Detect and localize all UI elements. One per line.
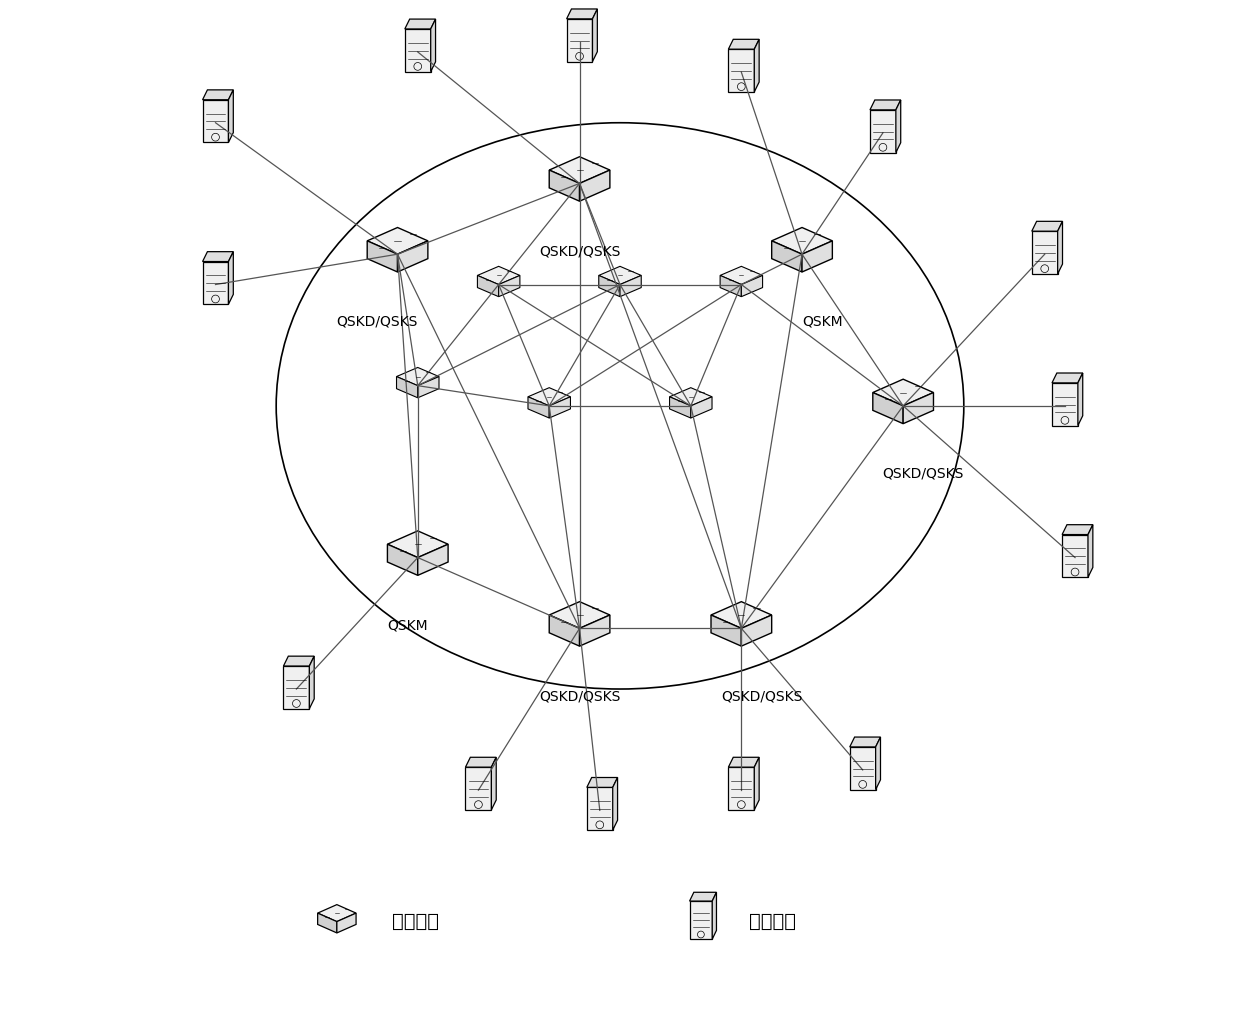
Polygon shape [549, 601, 610, 629]
Polygon shape [620, 276, 641, 297]
Text: QSKD/QSKS: QSKD/QSKS [336, 315, 418, 329]
Polygon shape [228, 251, 233, 304]
Polygon shape [1078, 373, 1083, 426]
Polygon shape [202, 90, 233, 99]
Polygon shape [1052, 373, 1083, 383]
Polygon shape [309, 656, 314, 709]
Polygon shape [387, 531, 448, 558]
Polygon shape [567, 19, 593, 62]
Polygon shape [579, 615, 610, 646]
Polygon shape [397, 376, 418, 397]
Polygon shape [728, 49, 754, 92]
Polygon shape [477, 276, 498, 297]
Polygon shape [528, 387, 570, 406]
Polygon shape [720, 267, 763, 285]
Polygon shape [202, 262, 228, 304]
Polygon shape [367, 227, 428, 255]
Polygon shape [337, 913, 356, 933]
Text: QSKM: QSKM [387, 619, 428, 633]
Polygon shape [404, 29, 430, 72]
Polygon shape [742, 615, 771, 646]
Polygon shape [849, 747, 875, 790]
Polygon shape [720, 276, 742, 297]
Polygon shape [599, 267, 641, 285]
Polygon shape [689, 901, 712, 939]
Polygon shape [465, 768, 491, 810]
Polygon shape [284, 656, 314, 666]
Polygon shape [728, 768, 754, 810]
Polygon shape [711, 601, 771, 629]
Polygon shape [1032, 231, 1058, 274]
Text: 数据设备: 数据设备 [749, 913, 796, 931]
Polygon shape [1063, 534, 1087, 577]
Polygon shape [613, 778, 618, 830]
Polygon shape [873, 379, 934, 406]
Polygon shape [549, 170, 579, 201]
Polygon shape [771, 227, 832, 255]
Polygon shape [802, 241, 832, 272]
Polygon shape [670, 396, 691, 418]
Text: QSKD/QSKS: QSKD/QSKS [720, 690, 802, 703]
Polygon shape [870, 110, 895, 152]
Polygon shape [397, 367, 439, 385]
Text: QSKD/QSKS: QSKD/QSKS [539, 690, 620, 703]
Text: QSKD/QSKS: QSKD/QSKS [539, 244, 620, 259]
Polygon shape [579, 170, 610, 201]
Polygon shape [228, 90, 233, 142]
Polygon shape [754, 40, 759, 92]
Polygon shape [387, 545, 418, 575]
Polygon shape [711, 615, 742, 646]
Polygon shape [587, 778, 618, 787]
Polygon shape [870, 100, 900, 110]
Polygon shape [418, 545, 448, 575]
Polygon shape [754, 757, 759, 810]
Polygon shape [567, 9, 598, 19]
Polygon shape [875, 737, 880, 790]
Polygon shape [367, 241, 398, 272]
Polygon shape [1052, 383, 1078, 426]
Polygon shape [903, 392, 934, 424]
Polygon shape [430, 19, 435, 72]
Polygon shape [873, 392, 903, 424]
Polygon shape [477, 267, 520, 285]
Polygon shape [587, 787, 613, 830]
Polygon shape [465, 757, 496, 768]
Polygon shape [689, 892, 717, 901]
Polygon shape [593, 9, 598, 62]
Text: QSKM: QSKM [802, 315, 842, 329]
Polygon shape [670, 387, 712, 406]
Polygon shape [549, 615, 579, 646]
Polygon shape [742, 276, 763, 297]
Polygon shape [284, 666, 309, 709]
Polygon shape [728, 757, 759, 768]
Polygon shape [202, 99, 228, 142]
Polygon shape [1058, 221, 1063, 274]
Polygon shape [728, 40, 759, 49]
Polygon shape [1063, 524, 1092, 534]
Polygon shape [404, 19, 435, 29]
Polygon shape [1032, 221, 1063, 231]
Polygon shape [549, 396, 570, 418]
Polygon shape [599, 276, 620, 297]
Polygon shape [317, 904, 356, 922]
Polygon shape [849, 737, 880, 747]
Polygon shape [418, 376, 439, 397]
Polygon shape [398, 241, 428, 272]
Polygon shape [491, 757, 496, 810]
Polygon shape [712, 892, 717, 939]
Polygon shape [771, 241, 802, 272]
Polygon shape [317, 913, 337, 933]
Text: QSKD/QSKS: QSKD/QSKS [883, 466, 963, 481]
Polygon shape [498, 276, 520, 297]
Polygon shape [528, 396, 549, 418]
Polygon shape [691, 396, 712, 418]
Polygon shape [895, 100, 900, 152]
Polygon shape [202, 251, 233, 262]
Text: 路由设备: 路由设备 [393, 913, 439, 931]
Polygon shape [1087, 524, 1092, 577]
Polygon shape [549, 157, 610, 184]
